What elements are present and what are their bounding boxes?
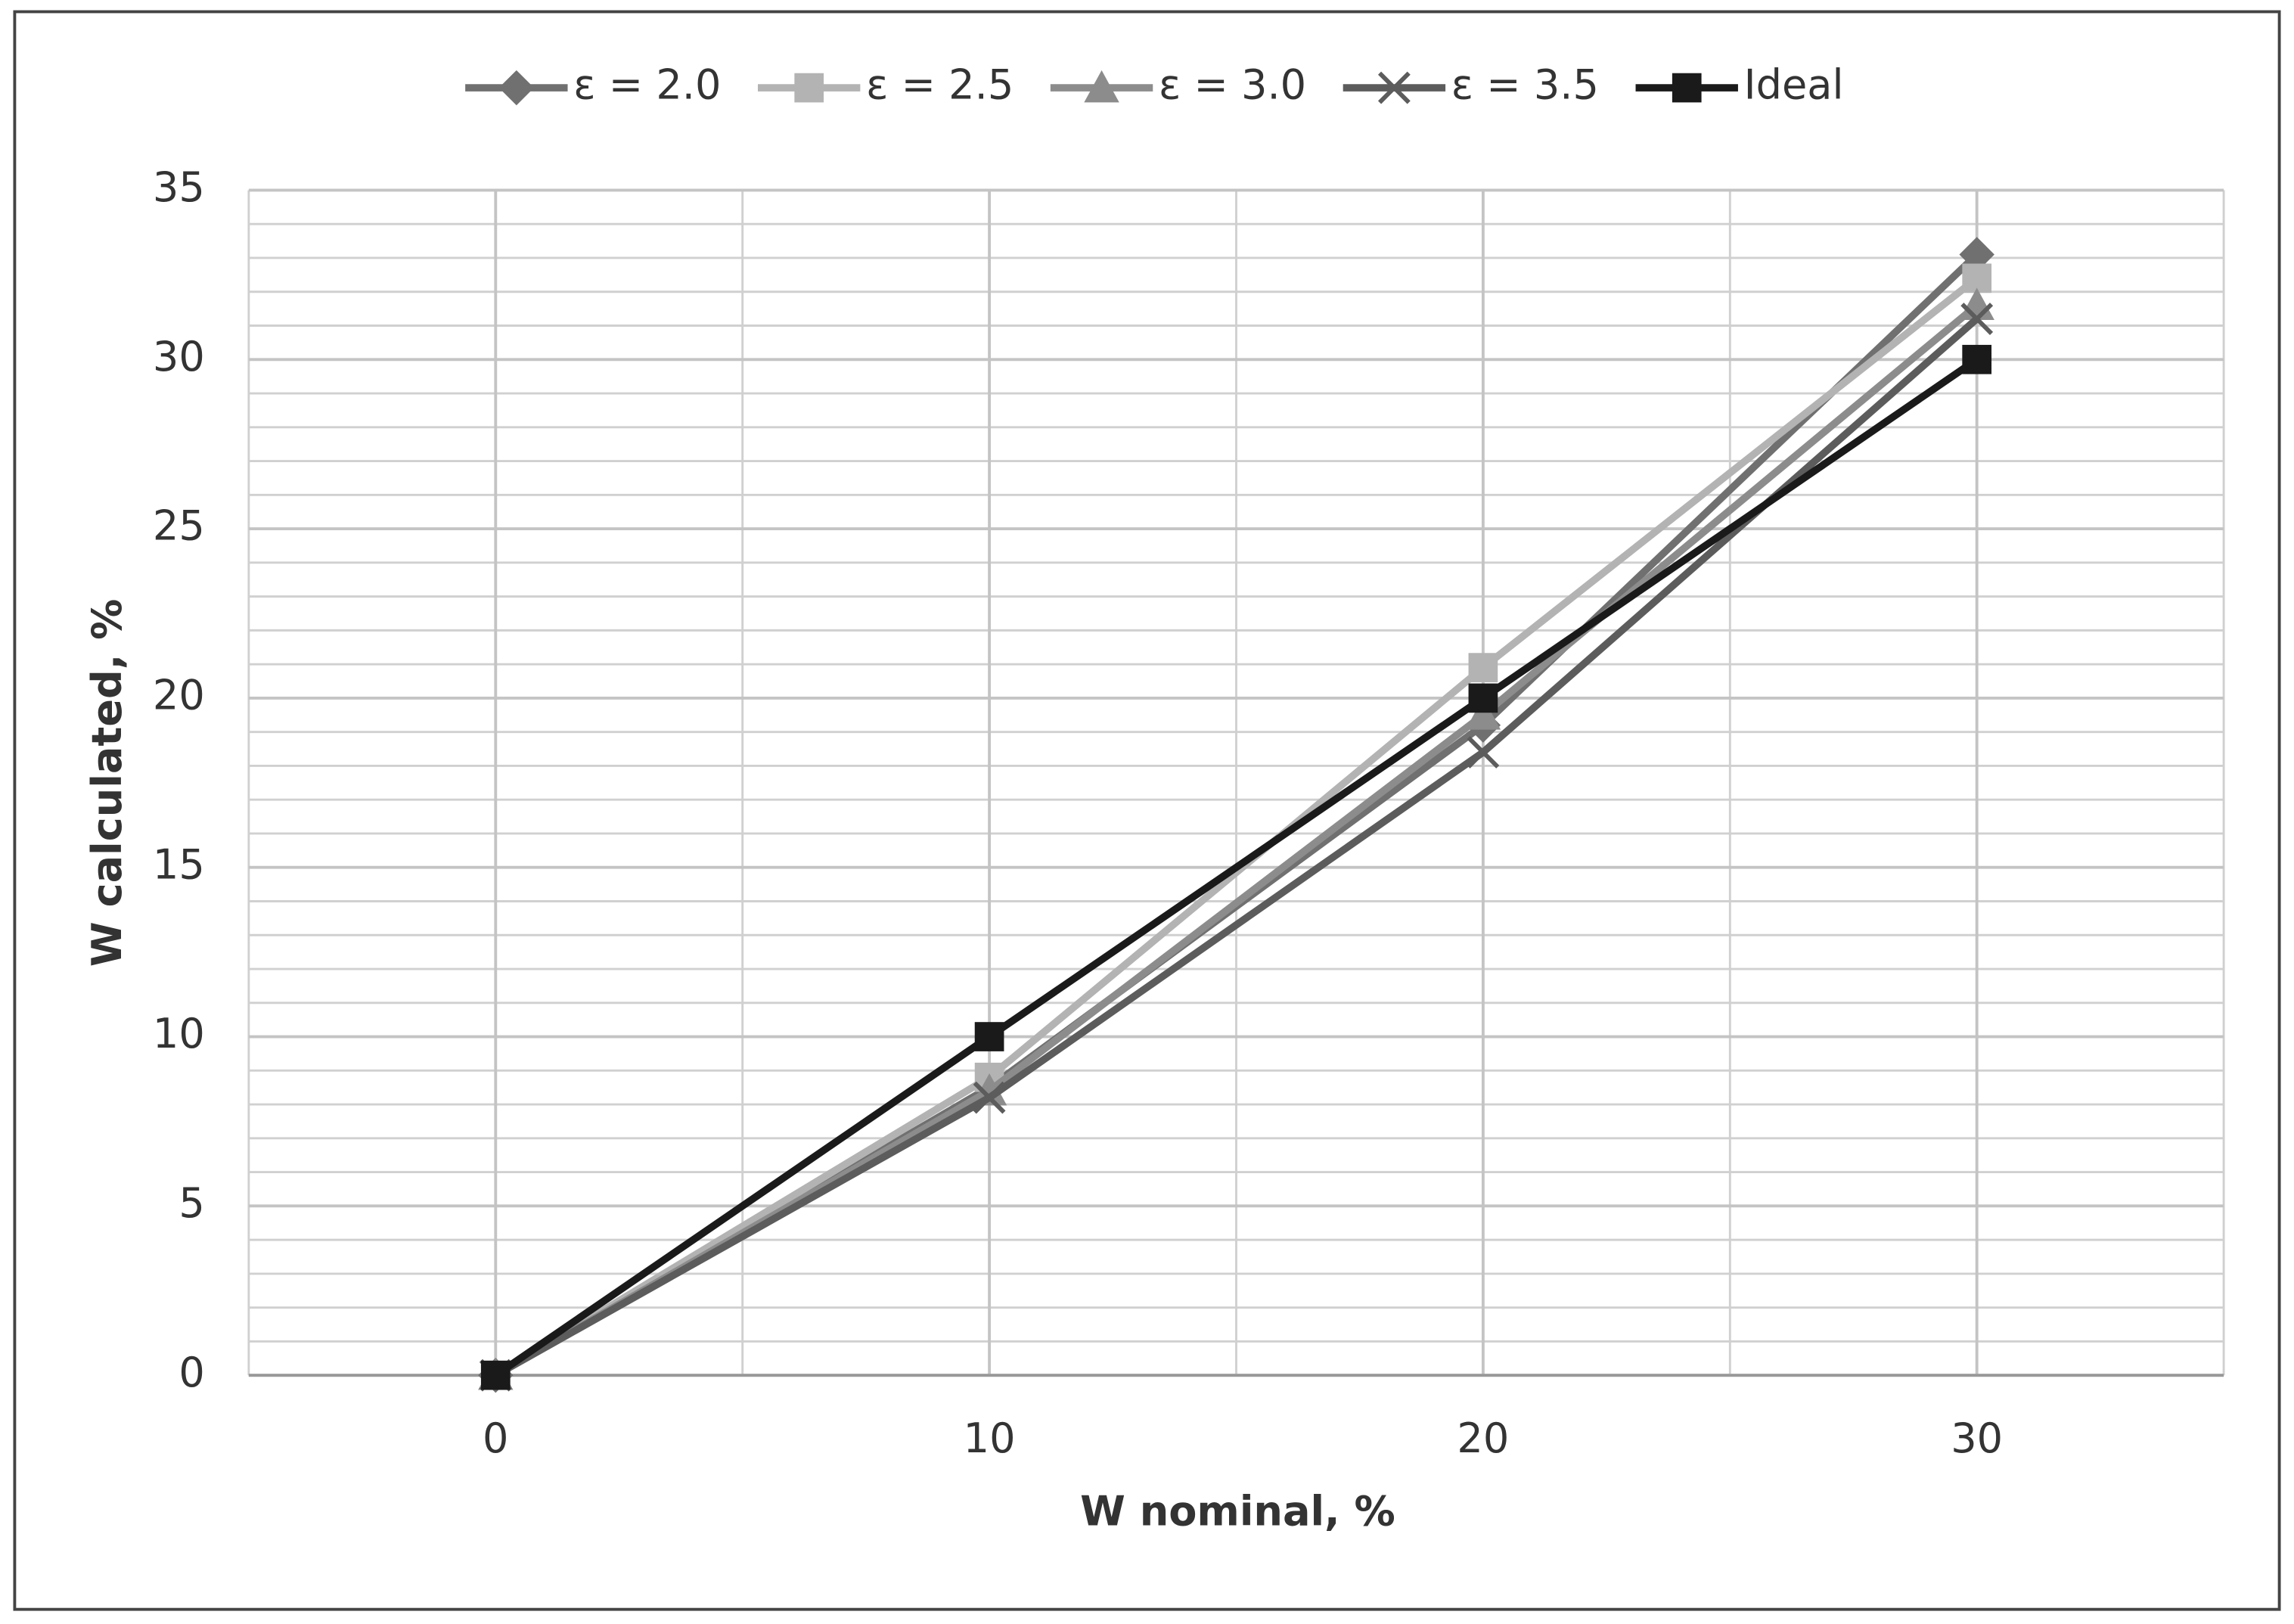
x-tick-label: 30 [1951, 1414, 2003, 1462]
marker [974, 1022, 1004, 1051]
y-axis-title: W calculated, % [83, 599, 131, 967]
x-axis-title: W nominal, % [1080, 1488, 1395, 1536]
y-tick-label: 10 [153, 1010, 205, 1057]
marker [1377, 71, 1411, 104]
marker [1084, 70, 1119, 103]
marker [1468, 653, 1498, 682]
series-line [493, 275, 1979, 1379]
y-tick-label: 5 [178, 1179, 204, 1227]
y-tick-label: 20 [153, 672, 205, 719]
x-tick-label: 0 [483, 1414, 508, 1462]
marker [1672, 73, 1702, 103]
series-line [493, 356, 1979, 1379]
x-tick-label: 10 [964, 1414, 1016, 1462]
marker [794, 73, 824, 103]
legend-label: ε = 2.5 [866, 61, 1014, 109]
marker [1959, 237, 1994, 272]
marker [1465, 697, 1501, 730]
marker [480, 1360, 511, 1390]
series-line [493, 315, 1979, 1379]
marker [498, 70, 535, 106]
legend-label: ε = 3.0 [1159, 61, 1306, 109]
legend-label: ε = 2.0 [573, 61, 721, 109]
marker [971, 1073, 1007, 1106]
y-tick-label: 30 [153, 333, 205, 380]
plot [478, 237, 1994, 1393]
y-tick-label: 0 [178, 1349, 204, 1396]
legend-label: ε = 3.5 [1451, 61, 1599, 109]
marker [1468, 683, 1498, 713]
y-tick-label: 15 [153, 840, 205, 888]
marker [1960, 303, 1994, 335]
marker [1962, 344, 1992, 374]
x-tick-label: 20 [1457, 1414, 1509, 1462]
legend-label: Ideal [1744, 61, 1844, 109]
y-tick-label: 35 [153, 163, 205, 211]
legend: ε = 2.0 ε = 2.5 ε = 3.0 ε = 3.5 Ideal [465, 61, 1844, 109]
grid [247, 188, 2225, 1377]
frame [13, 10, 2281, 1611]
marker [1467, 736, 1500, 769]
y-tick-label: 25 [153, 502, 205, 550]
marker [973, 1081, 1006, 1114]
